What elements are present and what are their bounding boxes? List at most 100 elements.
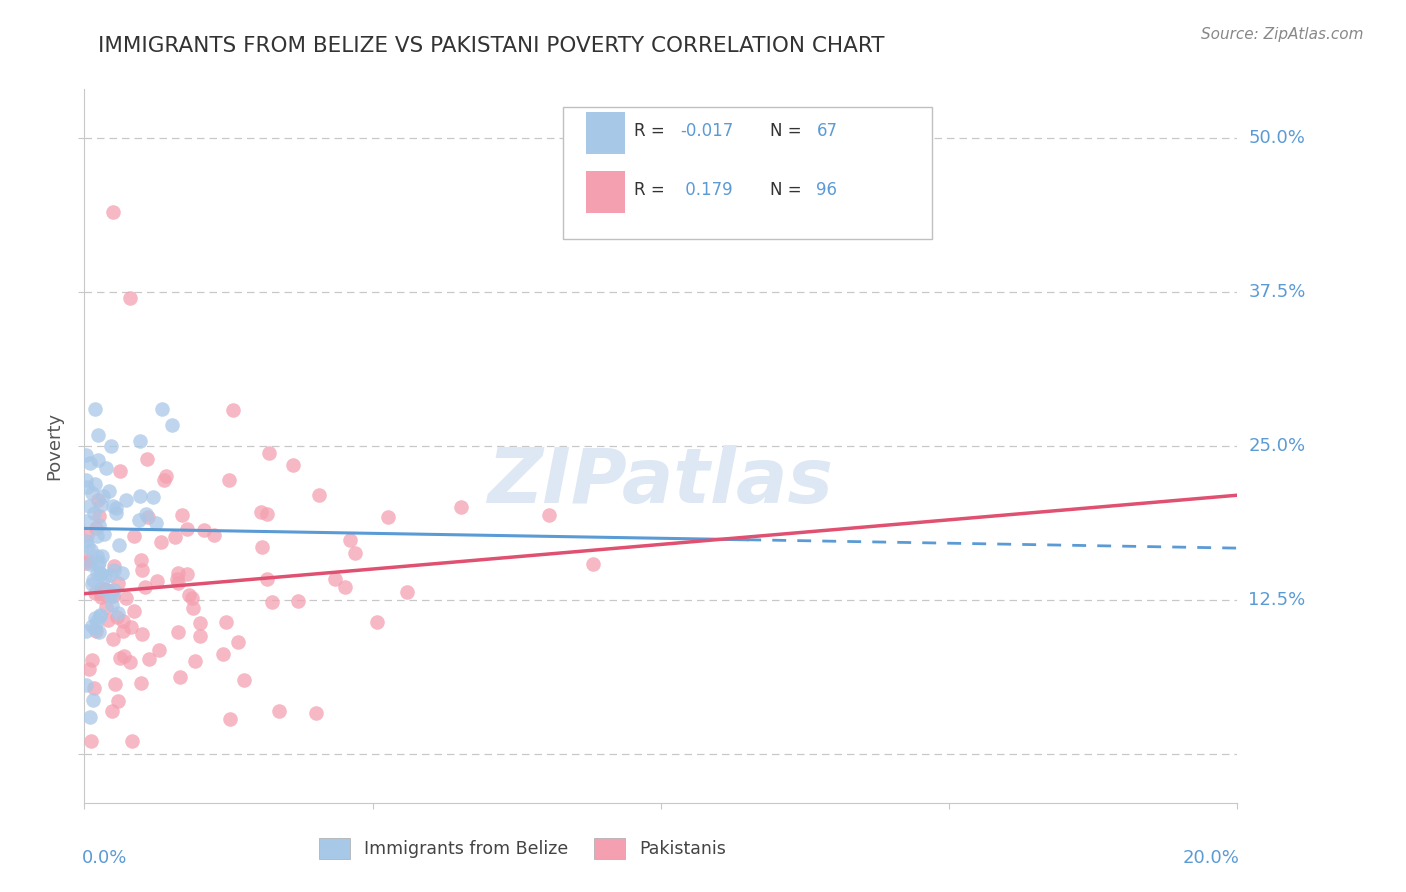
Text: 20.0%: 20.0% [1182,849,1240,867]
Point [582,558,605,572]
Point [304,706,326,720]
Point [96,583,118,598]
Point [124,529,146,543]
Text: N =: N = [770,122,807,140]
Point [101,590,124,604]
Point [128,434,150,449]
Point [218,473,240,487]
Point [84,624,107,639]
Point [101,704,124,718]
Point [90,498,112,512]
Point [89,566,111,580]
Point [183,600,205,615]
Point [89,607,111,622]
Point [193,523,215,537]
Point [76,553,98,567]
Text: R =: R = [634,181,671,199]
Point [75,678,97,692]
Point [107,606,129,620]
Point [91,549,114,563]
Text: 96: 96 [817,181,838,199]
Point [105,610,128,624]
Text: Source: ZipAtlas.com: Source: ZipAtlas.com [1201,27,1364,42]
Point [184,654,207,668]
Point [94,582,117,596]
Point [75,556,97,570]
FancyBboxPatch shape [586,171,626,213]
Text: 37.5%: 37.5% [1249,283,1306,301]
Point [287,594,309,608]
Point [233,673,256,687]
Point [111,614,134,628]
Point [82,485,104,500]
Point [377,509,399,524]
Point [118,655,141,669]
Point [136,510,159,524]
Point [84,611,107,625]
Point [250,541,273,555]
Point [131,627,153,641]
Point [80,619,103,633]
Point [129,676,152,690]
Point [83,477,105,491]
Text: 0.0%: 0.0% [82,849,128,867]
Point [269,704,291,718]
Point [145,516,167,531]
Point [76,480,98,494]
Point [150,402,173,417]
Point [84,586,107,600]
Point [148,642,170,657]
Point [76,539,98,553]
Point [131,562,153,576]
Point [80,734,103,748]
Point [75,534,97,549]
Point [89,625,111,640]
Text: 25.0%: 25.0% [1249,437,1306,455]
Point [120,620,142,634]
Text: 50.0%: 50.0% [1249,129,1305,147]
Point [80,576,103,591]
Point [107,693,129,707]
Point [89,509,111,524]
Point [94,460,117,475]
Point [103,563,125,577]
Point [105,500,128,515]
Point [111,566,134,580]
Point [90,586,112,600]
Point [115,591,138,606]
Point [366,615,388,629]
Point [103,559,125,574]
Point [166,572,188,586]
Point [103,205,124,219]
Point [179,589,201,603]
Point [167,566,190,580]
Point [256,572,278,586]
Text: 67: 67 [817,122,838,140]
Point [97,583,120,598]
Point [79,557,101,571]
Point [91,581,114,595]
Point [169,670,191,684]
Point [84,401,107,416]
Point [145,574,167,588]
Point [167,625,190,640]
Text: -0.017: -0.017 [681,122,734,140]
Point [120,291,142,305]
Point [212,647,235,661]
Point [281,458,304,472]
Legend: Immigrants from Belize, Pakistanis: Immigrants from Belize, Pakistanis [312,831,733,865]
Text: IMMIGRANTS FROM BELIZE VS PAKISTANI POVERTY CORRELATION CHART: IMMIGRANTS FROM BELIZE VS PAKISTANI POVE… [98,36,884,55]
Point [87,427,110,442]
Point [176,522,198,536]
Point [87,555,110,569]
Point [104,677,127,691]
Point [100,440,122,454]
Point [93,527,115,541]
Point [260,595,283,609]
Point [101,632,124,646]
Point [79,456,101,470]
Point [155,468,177,483]
Point [256,507,278,521]
Point [333,580,356,594]
Point [108,464,131,478]
